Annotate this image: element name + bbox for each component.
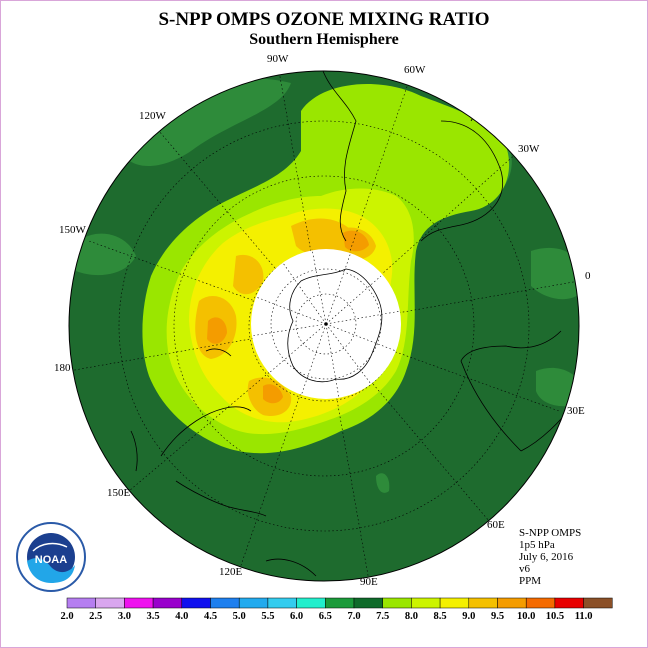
ozone-contour-9p5 [343, 230, 369, 252]
antarctica-coastline [287, 268, 383, 383]
south-pole-marker [324, 322, 328, 326]
colorbar-swatch [583, 597, 613, 609]
noaa-logo: NOAA [16, 522, 86, 592]
colorbar-swatch [95, 597, 125, 609]
colorbar-tick-label: 11.0 [575, 611, 593, 622]
ozone-contour-6p5 [121, 78, 291, 166]
info-block: S-NPP OMPS 1p5 hPa July 6, 2016 v6 PPM [519, 527, 581, 587]
longitude-label-60e: 60E [487, 519, 505, 531]
info-level: 1p5 hPa [519, 539, 555, 551]
colorbar-tick-label: 2.5 [89, 611, 102, 622]
page-subtitle: Southern Hemisphere [249, 31, 399, 48]
info-units: PPM [519, 575, 542, 587]
longitude-label-120w: 120W [139, 110, 166, 122]
ozone-contour-6p5 [376, 473, 390, 493]
colorbar-tick-label: 2.0 [60, 611, 73, 622]
colorbar-swatch [554, 597, 584, 609]
noaa-logo-text: NOAA [35, 554, 67, 566]
colorbar-swatch [238, 597, 269, 609]
ozone-contour-9p0 [233, 254, 264, 295]
colorbar-swatch [382, 597, 412, 609]
longitude-label-30e: 30E [567, 405, 585, 417]
colorbar-tick-label: 6.5 [319, 611, 332, 622]
colorbar-tick-label: 9.0 [462, 611, 475, 622]
colorbar-swatch [210, 597, 240, 609]
colorbar-swatch [66, 597, 96, 609]
ozone-contour-9p5 [263, 384, 283, 404]
colorbar-swatch [439, 597, 470, 609]
colorbar-swatch [124, 597, 154, 609]
info-version: v6 [519, 563, 530, 575]
colorbar-swatch [325, 597, 355, 609]
colorbar-tick-label: 10.0 [517, 611, 535, 622]
longitude-label-150e: 150E [107, 487, 131, 499]
colorbar-swatch [181, 597, 211, 609]
longitude-label-90e: 90E [360, 576, 378, 588]
colorbar-tick-label: 3.0 [118, 611, 131, 622]
colorbar-swatch [267, 597, 297, 609]
graticule-inner [250, 248, 402, 399]
colorbar-swatch [468, 597, 498, 609]
colorbar-swatch [411, 597, 441, 609]
info-date: July 6, 2016 [519, 551, 574, 563]
colorbar-tick-label: 8.5 [434, 611, 447, 622]
map-outline [68, 70, 580, 582]
page-title: S-NPP OMPS OZONE MIXING RATIO [158, 9, 490, 30]
colorbar-tick-label: 5.5 [261, 611, 274, 622]
colorbar-tick-label: 7.0 [347, 611, 360, 622]
coastlines [130, 71, 577, 577]
longitude-label-180: 180 [54, 362, 71, 374]
colorbar-tick-label: 6.0 [290, 611, 303, 622]
colorbar-tick-label: 10.5 [546, 611, 564, 622]
longitude-label-30w: 30W [518, 143, 540, 155]
colorbar-tick-label: 5.0 [233, 611, 246, 622]
colorbar-swatch [497, 597, 527, 609]
colorbar-tick-label: 3.5 [147, 611, 160, 622]
ozone-contour-9p5 [207, 317, 227, 344]
colorbar-tick-label: 4.5 [204, 611, 217, 622]
longitude-label-60w: 60W [404, 64, 426, 76]
longitude-label-0: 0 [585, 270, 591, 282]
colorbar-swatch [152, 597, 183, 609]
longitude-label-90w: 90W [267, 53, 289, 65]
colorbar-swatch [525, 597, 556, 609]
ozone-contour-6p5 [73, 233, 136, 276]
colorbar-swatch [296, 597, 326, 609]
colorbar-tick-label: 8.0 [405, 611, 418, 622]
colorbar-tick-label: 9.5 [491, 611, 504, 622]
info-instrument: S-NPP OMPS [519, 527, 582, 539]
longitude-label-120e: 120E [219, 566, 243, 578]
colorbar-swatch [353, 597, 383, 609]
longitude-label-150w: 150W [59, 224, 86, 236]
colorbar-tick-label: 7.5 [376, 611, 389, 622]
colorbar-tick-label: 4.0 [175, 611, 188, 622]
